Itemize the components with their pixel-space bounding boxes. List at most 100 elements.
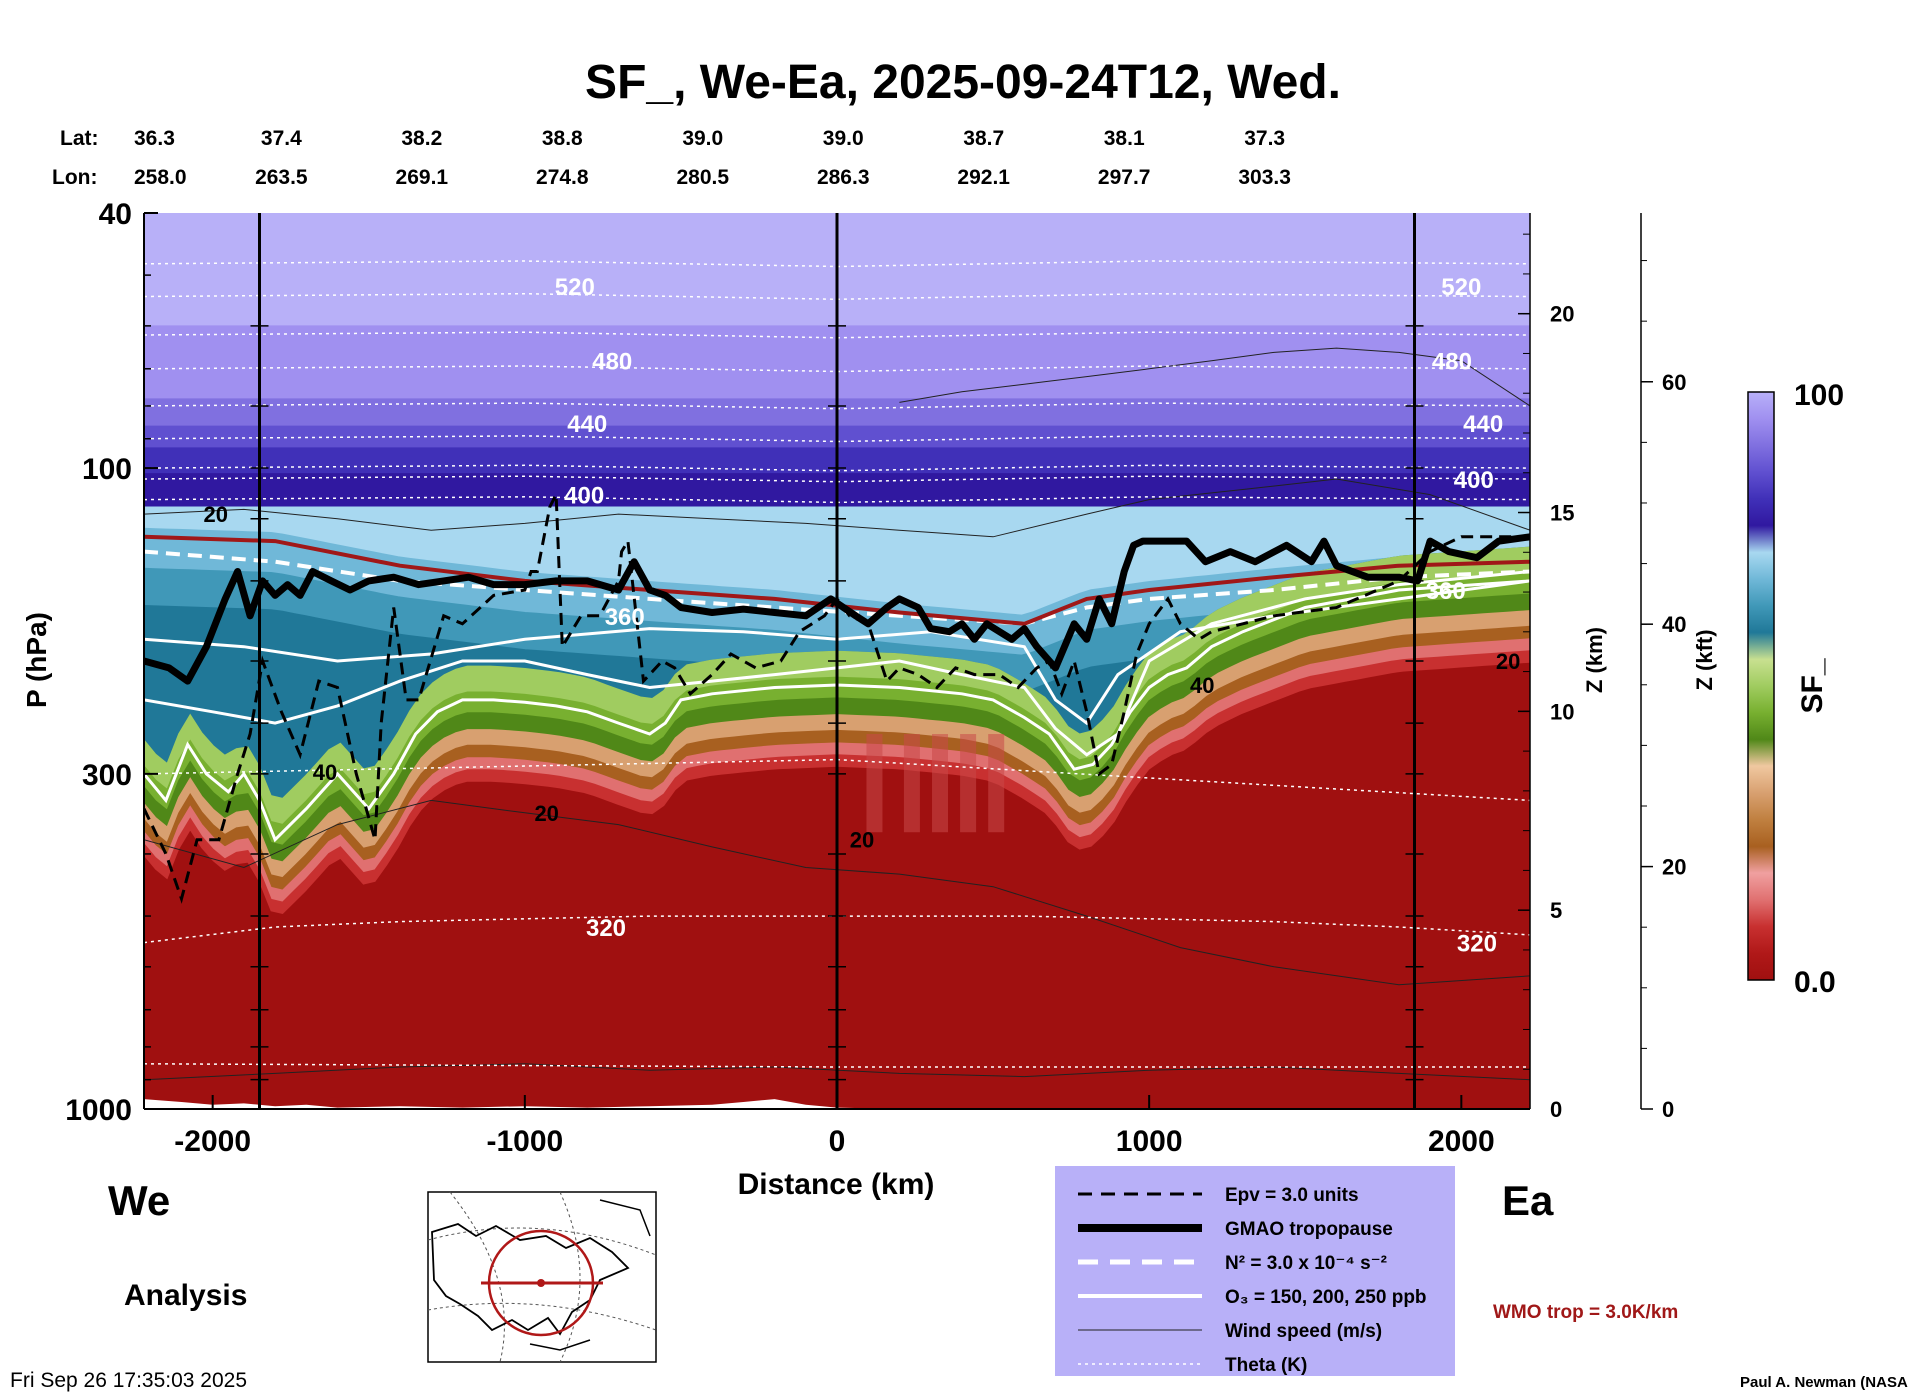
wind-label-5: 20	[1496, 649, 1520, 674]
legend-label-o3: O₃ = 150, 200, 250 ppb	[1225, 1287, 1427, 1308]
lon-value-0: 258.0	[134, 166, 187, 189]
legend-label-wind: Wind speed (m/s)	[1225, 1321, 1382, 1342]
lat-value-4: 39.0	[682, 127, 723, 150]
x-tick-label-1: -1000	[486, 1125, 563, 1158]
sf-streak-4	[988, 734, 1005, 833]
east-label: Ea	[1502, 1177, 1554, 1224]
sf-streak-1	[903, 734, 920, 833]
wind-label-3: 20	[850, 828, 874, 853]
gmao-tropopause-line	[144, 533, 1530, 685]
theta-label-0: 520	[555, 274, 595, 301]
theta-label-4: 440	[567, 411, 607, 438]
n2-line	[144, 549, 1530, 626]
lat-value-0: 36.3	[134, 127, 175, 150]
theta-label-5: 440	[1463, 411, 1503, 438]
z-kft-tick-label-3: 60	[1662, 370, 1686, 395]
x-tick-label-4: 2000	[1428, 1125, 1495, 1158]
theta-label-1: 520	[1441, 274, 1481, 301]
y-tick-label-0: 40	[99, 198, 132, 231]
z-km-label: Z (km)	[1582, 627, 1607, 693]
lon-value-7: 297.7	[1098, 166, 1151, 189]
colorbar-label: SF_	[1796, 658, 1829, 713]
lon-value-8: 303.3	[1238, 166, 1291, 189]
wmo-trop-note: WMO trop = 3.0K/km	[1493, 1302, 1678, 1323]
z-km-axis: 0 5 10 15 20	[1518, 233, 1574, 1122]
z-kft-tick-label-0: 0	[1662, 1097, 1674, 1122]
o3-250-line	[144, 579, 1530, 843]
x-axis-ticks: -2000 -1000 0 1000 2000	[174, 1095, 1495, 1158]
inset-map	[427, 1191, 657, 1363]
vertical-section-lines	[250, 213, 1424, 1109]
legend-label-epv: Epv = 3.0 units	[1225, 1185, 1359, 1206]
theta-label-10: 320	[586, 915, 626, 942]
legend-box	[1055, 1166, 1455, 1376]
wmo-trop-line	[144, 534, 1530, 626]
lat-value-5: 39.0	[823, 127, 864, 150]
lat-value-7: 38.1	[1104, 127, 1145, 150]
analysis-label: Analysis	[124, 1279, 247, 1312]
lat-value-3: 38.8	[542, 127, 583, 150]
z-kft-tick-label-2: 40	[1662, 612, 1686, 637]
lon-value-4: 280.5	[676, 166, 729, 189]
colorbar-max-label: 100	[1794, 379, 1844, 412]
z-km-tick-label-3: 15	[1550, 501, 1574, 526]
wind-label-2: 20	[534, 801, 558, 826]
z-kft-tick-label-1: 20	[1662, 855, 1686, 880]
sf-streak-2	[932, 734, 949, 833]
lat-value-2: 38.2	[401, 127, 442, 150]
wind-contour-0	[144, 478, 1530, 538]
lat-value-8: 37.3	[1244, 127, 1285, 150]
z-km-tick-label-4: 20	[1550, 302, 1574, 327]
lon-label: Lon:	[52, 166, 97, 189]
theta-label-3: 480	[1432, 349, 1472, 376]
legend-label-theta: Theta (K)	[1225, 1355, 1307, 1376]
chart-title: SF_, We-Ea, 2025-09-24T12, Wed.	[585, 56, 1341, 109]
legend-label-gmao: GMAO tropopause	[1225, 1219, 1393, 1240]
lat-lon-header: Lat: Lon: 36.3 258.0 37.4 263.5 38.2 269.1 38.…	[52, 127, 1291, 189]
z-km-tick-label-2: 10	[1550, 699, 1574, 724]
lon-value-2: 269.1	[396, 166, 449, 189]
colorbar-min-label: 0.0	[1794, 966, 1836, 999]
lat-value-1: 37.4	[261, 127, 302, 150]
theta-label-11: 320	[1457, 931, 1497, 958]
contour-labels: 520 520 480 480 440 440 400 400 360 360 320 320 20 40…	[204, 274, 1521, 958]
inset-map-frame	[427, 1191, 657, 1363]
z-kft-axis: 0 20 40 60	[1641, 260, 1686, 1122]
y-tick-label-3: 1000	[65, 1094, 132, 1127]
colorbar: 100 0.0 SF_	[1747, 379, 1844, 999]
lon-value-6: 292.1	[957, 166, 1010, 189]
theta-label-8: 360	[605, 604, 645, 631]
x-tick-label-2: 0	[829, 1125, 846, 1158]
y-axis-ticks: 40 100 300 1000	[65, 198, 158, 1127]
lon-value-5: 286.3	[817, 166, 870, 189]
lon-value-3: 274.8	[536, 166, 589, 189]
theta-label-2: 480	[592, 349, 632, 376]
west-label: We	[108, 1177, 170, 1224]
wind-label-0: 20	[204, 502, 228, 527]
lat-value-6: 38.7	[963, 127, 1004, 150]
legend-label-n2: N² = 3.0 x 10⁻⁴ s⁻²	[1225, 1253, 1387, 1274]
wind-label-4: 40	[1190, 673, 1214, 698]
theta-label-6: 400	[564, 483, 604, 510]
y-tick-label-1: 100	[82, 453, 132, 486]
y-tick-label-2: 300	[82, 759, 132, 792]
theta-label-9: 360	[1426, 578, 1466, 605]
wind-label-1: 40	[313, 760, 337, 785]
z-km-tick-label-1: 5	[1550, 898, 1562, 923]
lat-label: Lat:	[60, 127, 99, 150]
x-tick-label-3: 1000	[1116, 1125, 1183, 1158]
colorbar-rect	[1747, 391, 1775, 981]
sf-band-16	[144, 650, 1530, 915]
sf-streak-0	[866, 734, 883, 833]
lon-value-1: 263.5	[255, 166, 308, 189]
epv-line	[144, 488, 1530, 904]
x-tick-label-0: -2000	[174, 1125, 251, 1158]
theta-label-7: 400	[1454, 467, 1494, 494]
sf-streaks	[866, 734, 1005, 833]
author-credit: Paul A. Newman (NASA	[1740, 1374, 1908, 1391]
sf-streak-3	[960, 734, 977, 833]
x-axis-label: Distance (km)	[738, 1168, 935, 1201]
timestamp: Fri Sep 26 17:35:03 2025	[10, 1369, 247, 1392]
legend: Epv = 3.0 units GMAO tropopause N² = 3.0 x…	[1055, 1166, 1455, 1376]
